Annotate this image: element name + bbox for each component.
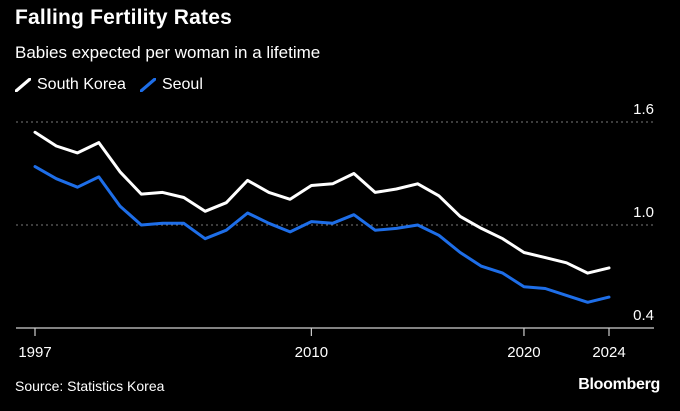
bloomberg-logo: Bloomberg [578,376,660,393]
chart-title: Falling Fertility Rates [15,6,232,29]
data-point-south-korea [268,191,270,193]
y-tick-label: 1.6 [633,101,654,118]
data-point-seoul [523,286,525,288]
data-point-seoul [98,176,100,178]
x-tick-label: 2010 [295,344,328,361]
data-point-south-korea [587,272,589,274]
data-point-south-korea [34,131,36,133]
data-point-seoul [395,227,398,230]
chart-subtitle: Babies expected per woman in a lifetime [15,43,321,62]
data-point-seoul [310,220,312,223]
data-point-seoul [480,265,483,267]
data-point-south-korea [438,195,440,197]
data-point-seoul [140,224,142,226]
data-point-seoul [183,222,185,224]
data-point-south-korea [119,171,121,173]
data-point-south-korea [502,238,504,240]
data-point-south-korea [608,267,610,269]
data-point-south-korea [417,183,419,185]
data-point-seoul [289,231,291,233]
data-point-south-korea [98,142,100,144]
data-point-south-korea [565,262,568,264]
data-point-seoul [438,234,440,236]
legend-label-seoul: Seoul [161,76,203,93]
data-point-south-korea [544,257,546,259]
data-point-seoul [353,214,355,216]
data-point-seoul [502,272,504,274]
x-tick-label: 1997 [18,344,51,361]
data-point-seoul [544,287,546,290]
data-point-seoul [332,222,334,224]
data-point-south-korea [332,183,334,185]
data-point-seoul [565,294,568,296]
source-note: Source: Statistics Korea [15,378,165,394]
data-point-seoul [246,212,249,214]
data-point-south-korea [523,251,525,254]
data-point-south-korea [310,184,312,187]
data-point-south-korea [353,172,355,175]
data-point-south-korea [480,227,483,230]
legend-label-south-korea: South Korea [37,76,126,93]
data-point-seoul [417,224,419,226]
chart-legend: South Korea Seoul [15,76,217,94]
data-point-seoul [34,166,36,168]
legend-swatch-south-korea [15,78,31,92]
data-point-south-korea [161,191,164,193]
data-point-south-korea [204,210,206,212]
data-point-seoul [76,186,79,188]
data-point-south-korea [225,202,227,204]
data-point-south-korea [55,145,57,147]
data-point-south-korea [183,196,185,199]
series-line-south-korea [33,130,611,275]
x-tick-label: 2020 [507,344,540,361]
data-point-seoul [374,229,376,231]
data-point-seoul [204,238,206,240]
data-point-south-korea [395,188,398,190]
y-tick-label: 0.4 [633,307,654,324]
data-point-seoul [161,222,164,224]
data-point-seoul [268,222,270,224]
series-line-seoul [33,165,611,304]
data-point-seoul [459,251,461,254]
data-point-south-korea [459,215,461,218]
data-point-seoul [587,301,589,303]
data-point-seoul [55,178,57,180]
data-point-seoul [119,205,121,207]
data-point-seoul [225,229,227,231]
data-point-south-korea [289,198,291,200]
data-point-south-korea [76,152,79,154]
legend-swatch-seoul [139,78,156,92]
x-tick-label: 2024 [592,344,625,361]
data-point-south-korea [374,191,376,193]
legend-item-seoul: Seoul [139,76,203,94]
data-point-seoul [608,296,610,298]
data-point-south-korea [140,193,142,195]
data-point-south-korea [246,179,249,181]
y-tick-label: 1.0 [633,204,654,221]
legend-item-south-korea: South Korea [15,76,126,94]
